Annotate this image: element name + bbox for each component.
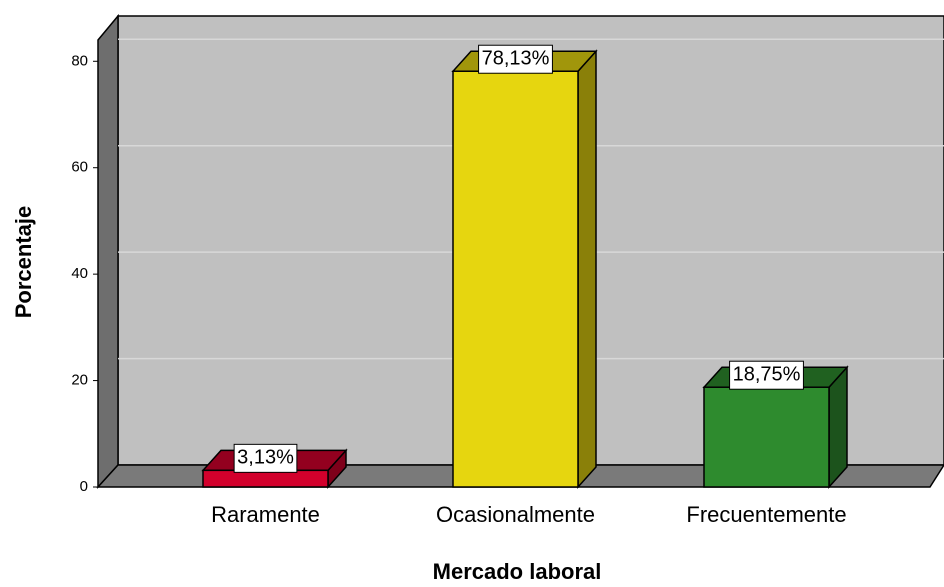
x-tick-label: Raramente: [211, 502, 320, 527]
y-tick-label: 60: [71, 159, 88, 176]
value-label-box: [729, 360, 804, 390]
x-tick-label: Ocasionalmente: [436, 502, 595, 527]
value-label-text: 3,13%: [237, 447, 294, 469]
value-label-box: [233, 443, 298, 473]
left-wall: [97, 13, 119, 489]
bar: [703, 386, 830, 488]
value-label: 78,13%: [478, 44, 553, 74]
value-label-text: 78,13%: [482, 48, 550, 70]
y-tick-label: 20: [71, 372, 88, 389]
x-tick-label: Frecuentemente: [686, 502, 846, 527]
y-tick-label: 0: [80, 478, 88, 495]
bar-side: [577, 49, 597, 489]
value-label: 3,13%: [233, 443, 298, 473]
value-label-box: [478, 44, 553, 74]
y-axis-title: Porcentaje: [11, 206, 36, 319]
y-tick-label: 80: [71, 52, 88, 69]
value-label-text: 18,75%: [733, 364, 801, 386]
bar: [452, 70, 579, 488]
x-axis-title: Mercado laboral: [433, 559, 602, 584]
value-label: 18,75%: [729, 360, 804, 390]
y-tick-label: 40: [71, 265, 88, 282]
